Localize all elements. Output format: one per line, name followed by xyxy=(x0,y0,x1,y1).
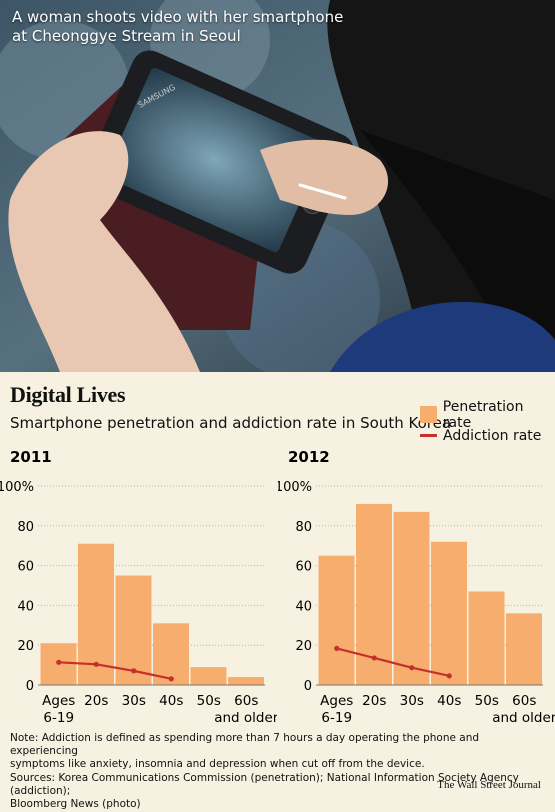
caption-line-2: at Cheonggye Stream in Seoul xyxy=(12,27,241,45)
bar-penetration xyxy=(318,555,355,685)
addiction-point xyxy=(334,645,340,651)
category-label: and older xyxy=(214,710,277,726)
category-label: 50s xyxy=(475,693,499,709)
legend-swatch-penetration xyxy=(420,406,437,423)
legend: Penetration rate Addiction rate xyxy=(420,399,555,446)
sources: Sources: Korea Communications Commission… xyxy=(10,772,550,811)
category-label: 20s xyxy=(362,693,386,709)
legend-line-addiction xyxy=(420,434,437,437)
category-label: 60s xyxy=(234,693,258,709)
y-tick-label: 100% xyxy=(278,480,312,495)
legend-item-penetration: Penetration rate xyxy=(420,399,555,431)
addiction-point xyxy=(131,668,137,674)
bar-penetration xyxy=(153,623,189,685)
addiction-point xyxy=(409,665,415,671)
y-tick-label: 100% xyxy=(0,480,34,495)
addiction-point xyxy=(93,661,99,667)
photo-illustration: SAMSUNG xyxy=(0,0,555,372)
note: Note: Addiction is defined as spending m… xyxy=(10,732,550,771)
photo-caption: A woman shoots video with her smartphone… xyxy=(12,8,372,46)
chart-year-label: 2011 xyxy=(10,448,52,466)
legend-label-penetration: Penetration rate xyxy=(442,398,524,431)
y-tick-label: 60 xyxy=(17,560,34,575)
addiction-line xyxy=(58,661,172,680)
chart-year-label: 2012 xyxy=(288,448,330,466)
chart-panel: Digital Lives Smartphone penetration and… xyxy=(0,372,555,793)
chart-subtitle: Smartphone penetration and addiction rat… xyxy=(10,414,452,432)
category-label: Ages xyxy=(320,693,353,709)
y-tick-label: 80 xyxy=(295,520,312,535)
note-line-1: Note: Addiction is defined as spending m… xyxy=(10,732,480,757)
category-label: and older xyxy=(492,710,555,726)
bar-penetration xyxy=(228,677,264,685)
addiction-point xyxy=(446,673,452,679)
sources-line-2: Bloomberg News (photo) xyxy=(10,798,141,810)
bar-penetration xyxy=(468,591,505,685)
category-label: 30s xyxy=(400,693,424,709)
bar-penetration xyxy=(393,511,430,685)
chart-title: Digital Lives xyxy=(10,382,126,407)
addiction-point xyxy=(371,655,377,661)
bar-penetration xyxy=(115,575,152,685)
photo: SAMSUNG A woman shoots video with her sm… xyxy=(0,0,555,372)
bar-penetration xyxy=(431,541,467,685)
addiction-line xyxy=(336,647,450,677)
addiction-point xyxy=(168,676,174,682)
note-line-2: symptoms like anxiety, insomnia and depr… xyxy=(10,758,425,770)
legend-item-addiction: Addiction rate xyxy=(420,425,555,446)
category-label: Ages xyxy=(42,693,75,709)
category-label: 60s xyxy=(512,693,536,709)
bar-penetration xyxy=(78,543,114,685)
legend-label-addiction: Addiction rate xyxy=(443,427,542,444)
category-label: 30s xyxy=(122,693,146,709)
y-tick-label: 40 xyxy=(17,599,34,614)
bar-penetration xyxy=(506,613,542,685)
y-tick-label: 20 xyxy=(295,639,312,654)
credit: The Wall Street Journal xyxy=(437,779,541,791)
bar-penetration xyxy=(190,667,227,685)
caption-line-1: A woman shoots video with her smartphone xyxy=(12,8,344,26)
category-label: 40s xyxy=(159,693,183,709)
y-tick-label: 0 xyxy=(26,679,34,694)
footnotes: Note: Addiction is defined as spending m… xyxy=(10,732,550,812)
y-tick-label: 0 xyxy=(304,679,312,694)
y-tick-label: 20 xyxy=(17,639,34,654)
category-label: 20s xyxy=(84,693,108,709)
category-label: 50s xyxy=(197,693,221,709)
y-tick-label: 60 xyxy=(295,560,312,575)
category-label: 40s xyxy=(437,693,461,709)
y-tick-label: 40 xyxy=(295,599,312,614)
category-label: 6-19 xyxy=(43,710,74,726)
category-label: 6-19 xyxy=(321,710,352,726)
addiction-point xyxy=(56,659,62,665)
y-tick-label: 80 xyxy=(17,520,34,535)
